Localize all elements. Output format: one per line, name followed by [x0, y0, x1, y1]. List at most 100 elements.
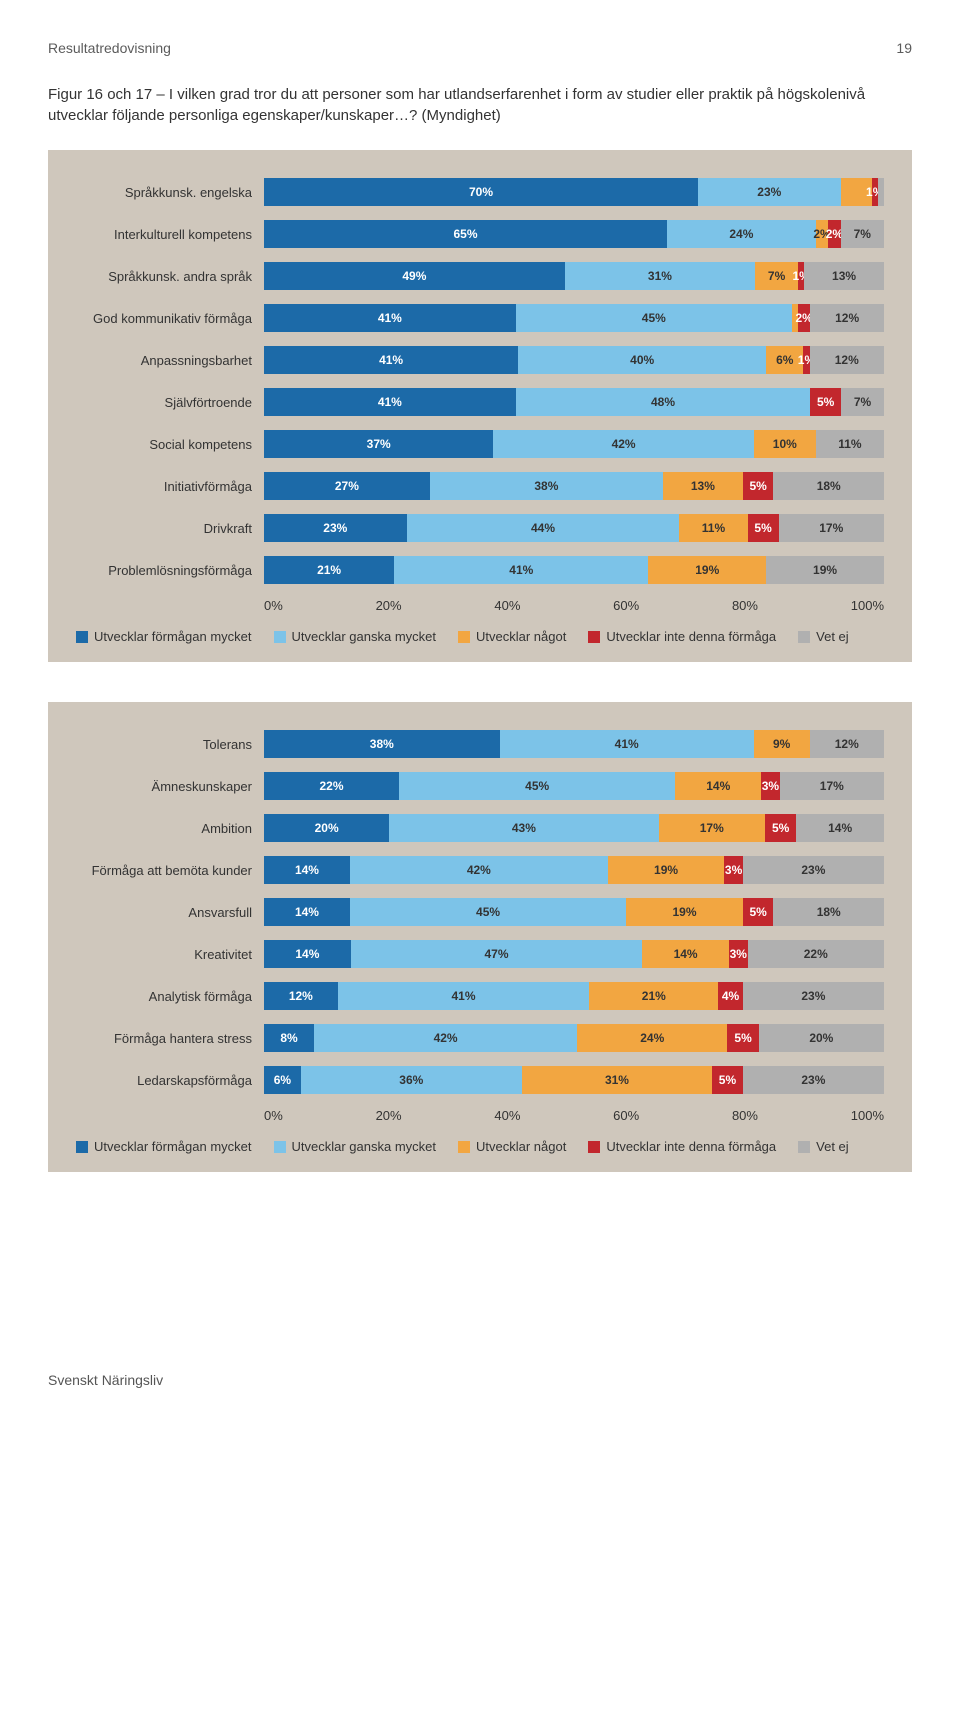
legend-item: Utvecklar inte denna förmåga	[588, 629, 776, 644]
bar-row: Analytisk förmåga12%41%21%4%23%	[76, 982, 884, 1010]
bar-row: Förmåga att bemöta kunder14%42%19%3%23%	[76, 856, 884, 884]
bar-track: 41%40%6%1%12%	[264, 346, 884, 374]
bar-track: 14%42%19%3%23%	[264, 856, 884, 884]
bar-segment: 37%	[264, 430, 493, 458]
bar-segment: 21%	[589, 982, 718, 1010]
page-number: 19	[896, 40, 912, 56]
bar-segment: 22%	[748, 940, 884, 968]
axis-tick: 20%	[376, 598, 402, 613]
bar-segment: 5%	[743, 472, 774, 500]
bar-segment: 18%	[773, 472, 883, 500]
legend-label: Utvecklar inte denna förmåga	[606, 1139, 776, 1154]
chart-panel-2: Tolerans38%41%9%12%Ämneskunskaper22%45%1…	[48, 702, 912, 1172]
bar-segment: 47%	[351, 940, 642, 968]
bar-row: Ämneskunskaper22%45%14%3%17%	[76, 772, 884, 800]
bar-label: Drivkraft	[76, 521, 264, 536]
bar-segment: 20%	[264, 814, 389, 842]
bar-segment: 42%	[350, 856, 608, 884]
legend-label: Vet ej	[816, 1139, 849, 1154]
bar-segment: 42%	[314, 1024, 577, 1052]
legend-swatch	[458, 1141, 470, 1153]
bar-label: Förmåga att bemöta kunder	[76, 863, 264, 878]
legend-swatch	[274, 631, 286, 643]
bar-label: Ansvarsfull	[76, 905, 264, 920]
legend-label: Utvecklar förmågan mycket	[94, 1139, 252, 1154]
bar-segment: 7%	[841, 220, 884, 248]
bar-row: Interkulturell kompetens65%24%2%2%7%	[76, 220, 884, 248]
bar-segment: 42%	[493, 430, 753, 458]
bar-label: Språkkunsk. andra språk	[76, 269, 264, 284]
bar-segment: 27%	[264, 472, 430, 500]
bar-segment: 43%	[389, 814, 658, 842]
bar-segment: 14%	[264, 940, 351, 968]
bar-segment: 23%	[264, 514, 407, 542]
bar-label: Interkulturell kompetens	[76, 227, 264, 242]
bar-segment: 40%	[518, 346, 766, 374]
bar-segment: 5%	[743, 898, 774, 926]
legend-item: Utvecklar förmågan mycket	[76, 1139, 252, 1154]
bar-segment: 2%	[828, 220, 840, 248]
axis-tick: 60%	[613, 598, 639, 613]
legend-item: Vet ej	[798, 1139, 849, 1154]
bar-row: Språkkunsk. engelska70%23%1%	[76, 178, 884, 206]
bar-segment: 13%	[804, 262, 884, 290]
bar-label: Initiativförmåga	[76, 479, 264, 494]
legend-label: Utvecklar ganska mycket	[292, 629, 437, 644]
axis-tick: 40%	[494, 1108, 520, 1123]
bar-track: 8%42%24%5%20%	[264, 1024, 884, 1052]
bar-segment: 41%	[500, 730, 754, 758]
axis-tick: 80%	[732, 598, 758, 613]
axis-tick: 40%	[494, 598, 520, 613]
legend-swatch	[76, 1141, 88, 1153]
bar-track: 38%41%9%12%	[264, 730, 884, 758]
legend-item: Utvecklar något	[458, 629, 566, 644]
legend-item: Utvecklar förmågan mycket	[76, 629, 252, 644]
bar-segment: 14%	[675, 772, 761, 800]
bar-row: Självförtroende41%48%5%7%	[76, 388, 884, 416]
bar-segment: 9%	[754, 730, 810, 758]
bar-segment: 14%	[264, 898, 350, 926]
bar-segment: 17%	[659, 814, 765, 842]
legend-label: Utvecklar något	[476, 1139, 566, 1154]
bar-row: Förmåga hantera stress8%42%24%5%20%	[76, 1024, 884, 1052]
bar-segment	[878, 178, 884, 206]
bar-label: Ledarskapsförmåga	[76, 1073, 264, 1088]
bar-segment: 20%	[759, 1024, 884, 1052]
bar-segment: 14%	[796, 814, 884, 842]
bar-segment: 38%	[430, 472, 663, 500]
bar-segment: 22%	[264, 772, 399, 800]
bar-segment: 41%	[394, 556, 648, 584]
legend-swatch	[798, 631, 810, 643]
bar-label: Ämneskunskaper	[76, 779, 264, 794]
bar-segment: 19%	[766, 556, 884, 584]
legend-swatch	[588, 631, 600, 643]
bar-label: Analytisk förmåga	[76, 989, 264, 1004]
bar-segment: 31%	[565, 262, 755, 290]
bar-segment: 45%	[350, 898, 626, 926]
bar-segment: 36%	[301, 1066, 522, 1094]
bar-segment: 41%	[264, 346, 518, 374]
bar-track: 6%36%31%5%23%	[264, 1066, 884, 1094]
bar-track: 14%47%14%3%22%	[264, 940, 884, 968]
bar-track: 14%45%19%5%18%	[264, 898, 884, 926]
bar-segment: 11%	[816, 430, 884, 458]
bar-track: 12%41%21%4%23%	[264, 982, 884, 1010]
bar-track: 20%43%17%5%14%	[264, 814, 884, 842]
bar-segment: 12%	[264, 982, 338, 1010]
legend-label: Utvecklar något	[476, 629, 566, 644]
legend-swatch	[76, 631, 88, 643]
bar-track: 41%48%5%7%	[264, 388, 884, 416]
bar-label: Språkkunsk. engelska	[76, 185, 264, 200]
axis-tick: 100%	[851, 598, 884, 613]
bar-segment: 18%	[773, 898, 883, 926]
bar-segment: 19%	[608, 856, 725, 884]
bar-segment: 41%	[264, 388, 516, 416]
bar-track: 49%31%7%1%13%	[264, 262, 884, 290]
bar-track: 70%23%1%	[264, 178, 884, 206]
legend-item: Utvecklar inte denna förmåga	[588, 1139, 776, 1154]
bar-segment: 23%	[743, 856, 884, 884]
axis-tick: 80%	[732, 1108, 758, 1123]
bar-row: Problemlösningsförmåga21%41%19%19%	[76, 556, 884, 584]
bar-row: Språkkunsk. andra språk49%31%7%1%13%	[76, 262, 884, 290]
bar-segment: 14%	[264, 856, 350, 884]
